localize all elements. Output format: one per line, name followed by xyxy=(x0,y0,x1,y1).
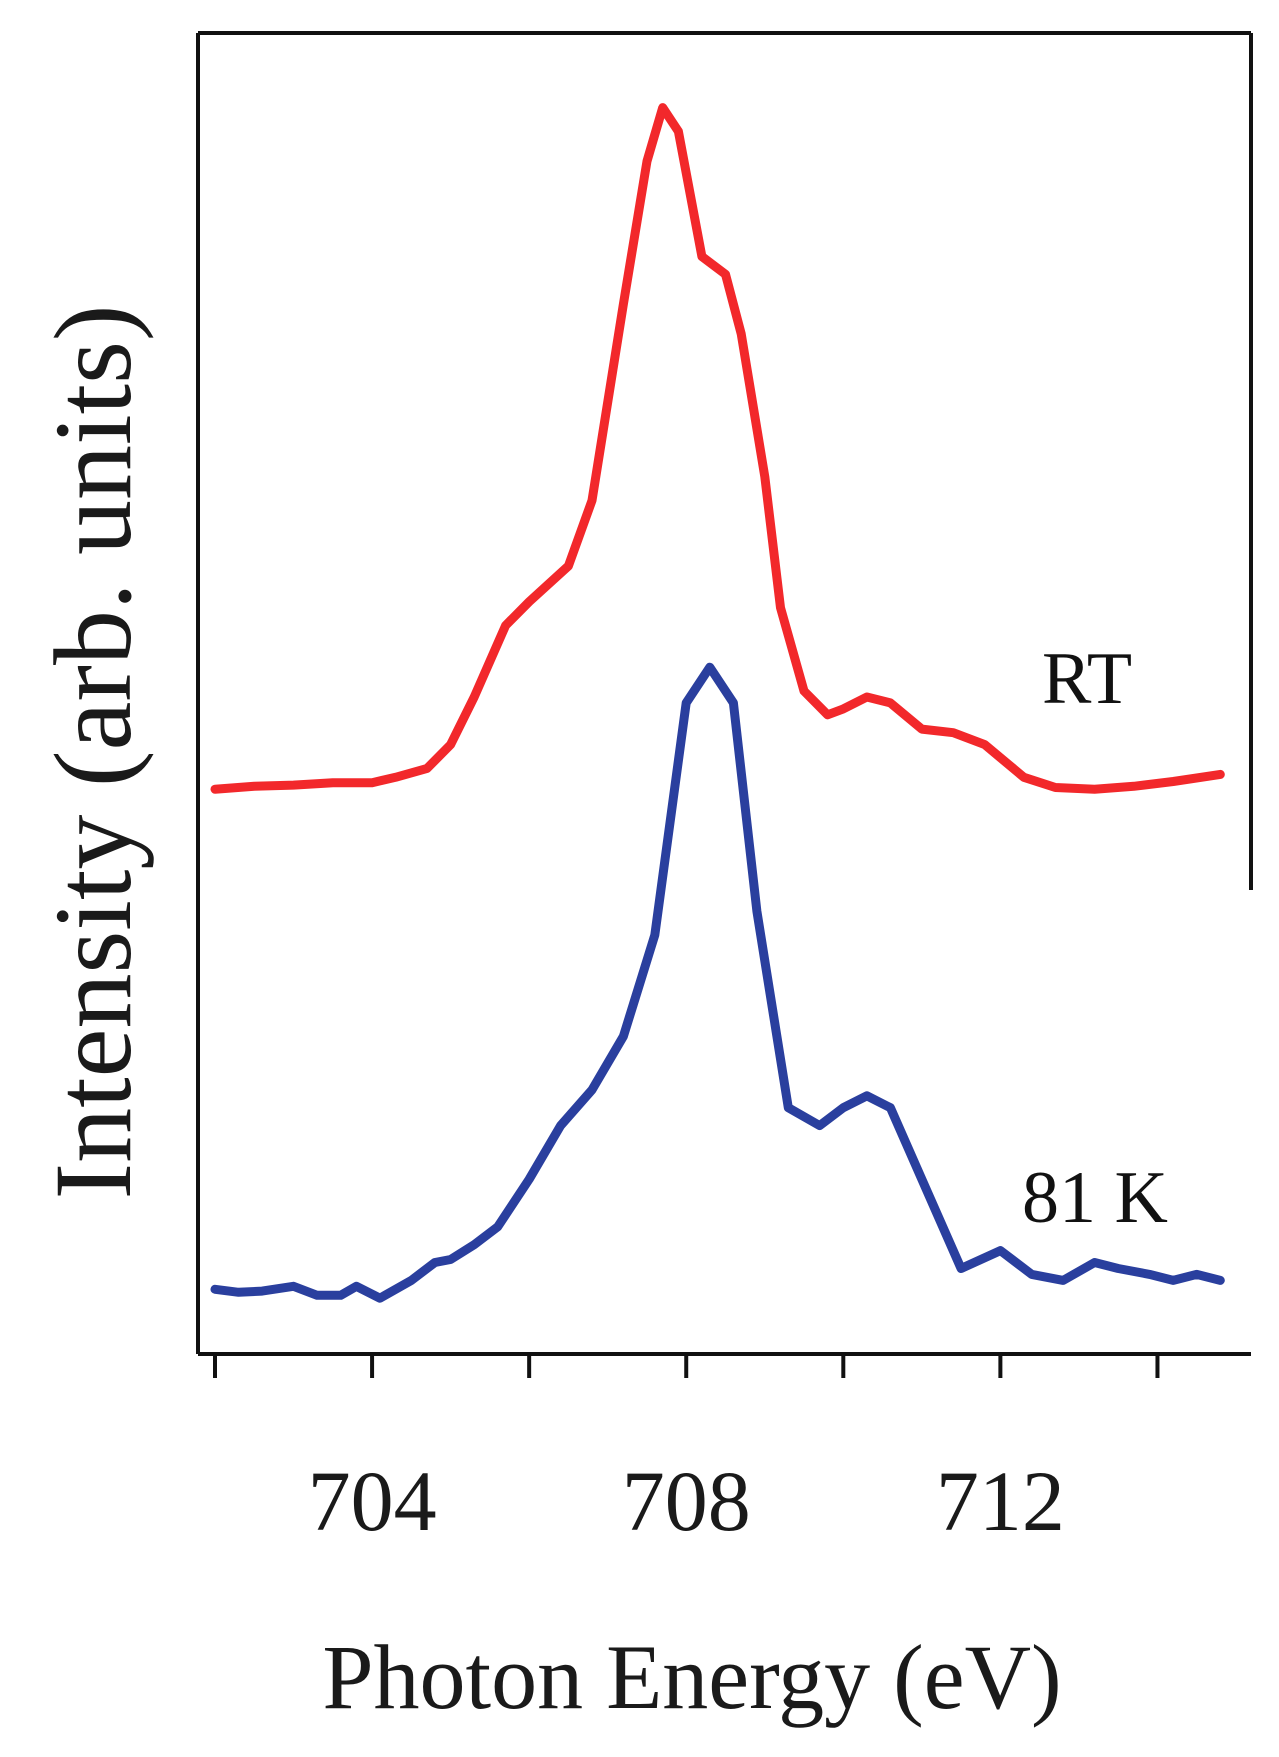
x-tick-label: 708 xyxy=(622,1453,751,1549)
series-layer xyxy=(210,103,1225,1303)
x-tick-label: 712 xyxy=(936,1453,1065,1549)
series-line-81-k xyxy=(210,662,1225,1303)
x-axis-ticks: 704 708 712 xyxy=(213,1354,1160,1549)
series-labels: RT 81 K xyxy=(1022,638,1168,1239)
x-tick-label: 704 xyxy=(308,1453,437,1549)
x-axis-title: Photon Energy (eV) xyxy=(322,1626,1061,1728)
series-label-81-k: 81 K xyxy=(1022,1157,1168,1239)
series-line-rt xyxy=(210,103,1225,794)
y-axis-title: Intensity (arb. units) xyxy=(32,304,154,1199)
series-label-rt: RT xyxy=(1042,638,1132,720)
